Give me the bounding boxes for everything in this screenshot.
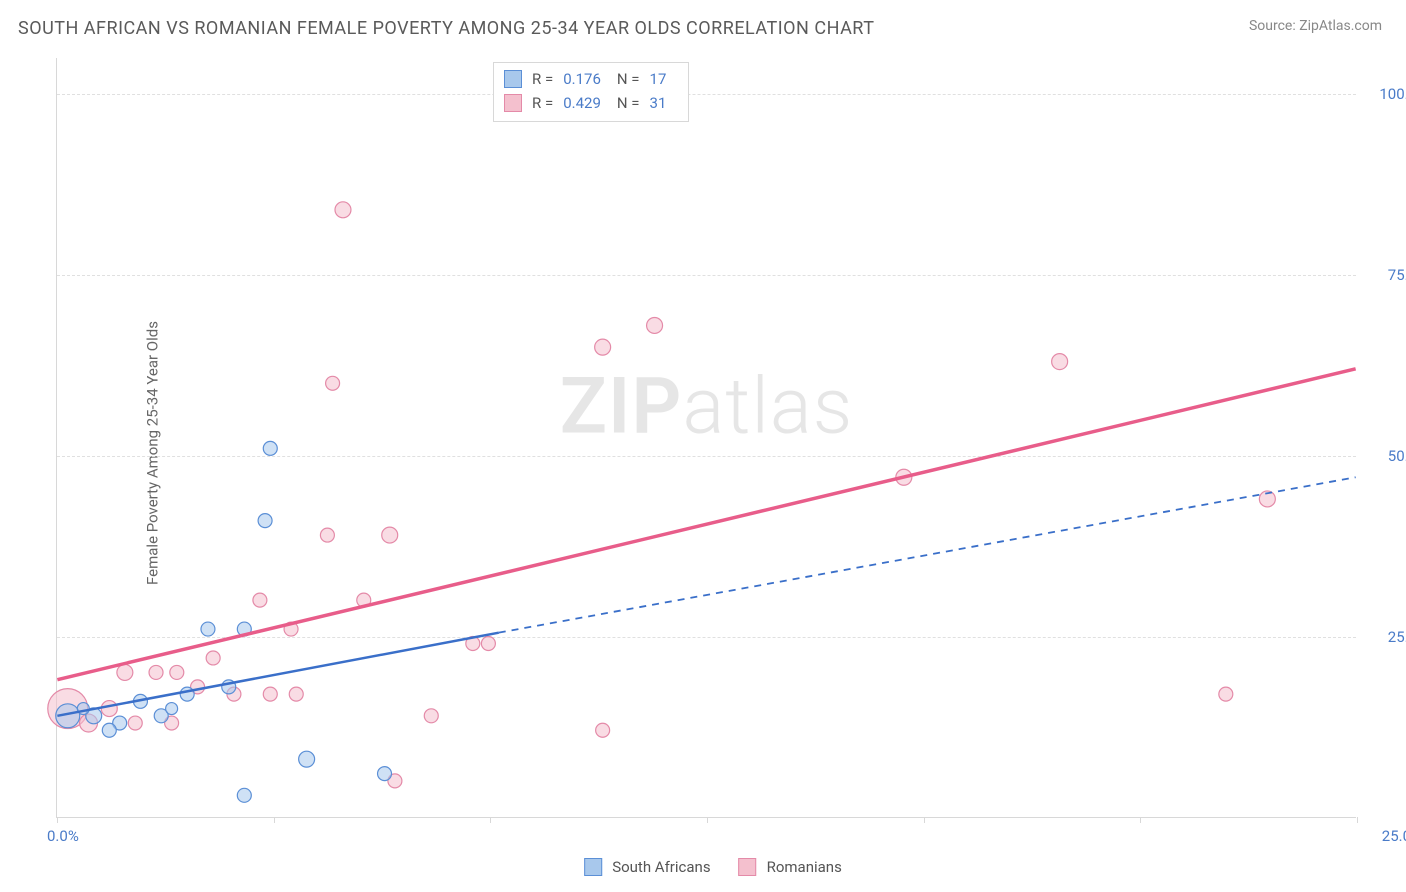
y-tick-label: 100.0% bbox=[1364, 85, 1406, 103]
data-point bbox=[166, 703, 178, 715]
swatch-series2 bbox=[504, 94, 522, 112]
legend-label-series2: Romanians bbox=[767, 858, 842, 876]
data-point bbox=[201, 622, 215, 636]
legend-item-series1: South Africans bbox=[584, 858, 710, 876]
source-attribution: Source: ZipAtlas.com bbox=[1249, 18, 1382, 34]
x-origin-label: 0.0% bbox=[47, 827, 79, 845]
data-point bbox=[237, 788, 251, 802]
data-point bbox=[101, 701, 117, 717]
data-point bbox=[647, 317, 663, 333]
legend-label-series1: South Africans bbox=[612, 858, 710, 876]
bottom-legend: South Africans Romanians bbox=[584, 858, 842, 876]
x-tick bbox=[57, 817, 58, 823]
data-point bbox=[258, 514, 272, 528]
data-point bbox=[263, 687, 277, 701]
legend-item-series2: Romanians bbox=[739, 858, 842, 876]
data-point bbox=[289, 687, 303, 701]
r-label: R = bbox=[532, 67, 553, 91]
data-point bbox=[326, 376, 340, 390]
n-value-series2: 31 bbox=[650, 91, 667, 115]
x-end-label: 25.0% bbox=[1382, 827, 1406, 845]
chart-title: SOUTH AFRICAN VS ROMANIAN FEMALE POVERTY… bbox=[18, 18, 874, 39]
data-point bbox=[149, 665, 163, 679]
data-point bbox=[596, 723, 610, 737]
data-point bbox=[170, 665, 184, 679]
data-point bbox=[481, 637, 495, 651]
data-point bbox=[253, 593, 267, 607]
stats-row-series2: R = 0.429 N = 31 bbox=[504, 91, 674, 115]
data-point bbox=[263, 441, 277, 455]
scatter-svg bbox=[57, 58, 1356, 817]
x-tick bbox=[1357, 817, 1358, 823]
trendline bbox=[499, 477, 1356, 632]
r-label: R = bbox=[532, 91, 553, 115]
swatch-series1 bbox=[504, 70, 522, 88]
data-point bbox=[1052, 354, 1068, 370]
y-tick-label: 25.0% bbox=[1364, 628, 1406, 646]
swatch-series1-icon bbox=[584, 858, 602, 876]
data-point bbox=[1219, 687, 1233, 701]
r-value-series1: 0.176 bbox=[563, 67, 601, 91]
x-tick bbox=[1140, 817, 1141, 823]
swatch-series2-icon bbox=[739, 858, 757, 876]
data-point bbox=[320, 528, 334, 542]
data-point bbox=[595, 339, 611, 355]
n-label: N = bbox=[617, 91, 640, 115]
data-point bbox=[206, 651, 220, 665]
data-point bbox=[424, 709, 438, 723]
y-tick-label: 75.0% bbox=[1364, 266, 1406, 284]
data-point bbox=[382, 527, 398, 543]
x-tick bbox=[274, 817, 275, 823]
data-point bbox=[378, 767, 392, 781]
trendline bbox=[57, 369, 1355, 680]
data-point bbox=[117, 664, 133, 680]
y-tick-label: 50.0% bbox=[1364, 447, 1406, 465]
chart-area: Female Poverty Among 25-34 Year Olds ZIP… bbox=[48, 58, 1378, 848]
n-value-series1: 17 bbox=[650, 67, 667, 91]
data-point bbox=[335, 202, 351, 218]
x-tick bbox=[924, 817, 925, 823]
stats-legend-box: R = 0.176 N = 17 R = 0.429 N = 31 bbox=[493, 62, 689, 122]
data-point bbox=[102, 723, 116, 737]
plot-region: ZIPatlas 25.0%50.0%75.0%100.0% R = 0.176… bbox=[56, 58, 1356, 818]
stats-row-series1: R = 0.176 N = 17 bbox=[504, 67, 674, 91]
n-label: N = bbox=[617, 67, 640, 91]
x-tick bbox=[707, 817, 708, 823]
data-point bbox=[299, 751, 315, 767]
r-value-series2: 0.429 bbox=[563, 91, 601, 115]
x-tick bbox=[490, 817, 491, 823]
data-point bbox=[128, 716, 142, 730]
